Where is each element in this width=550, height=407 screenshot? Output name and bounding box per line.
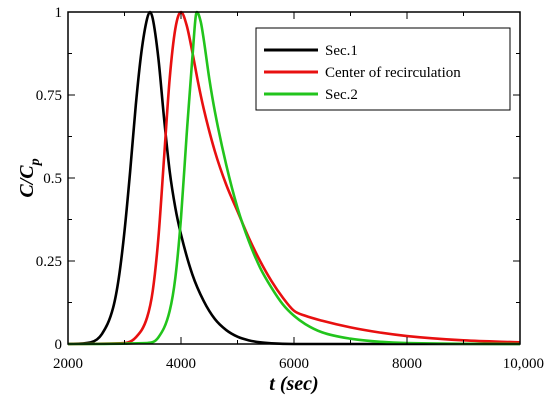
x-tick-label: 4000 xyxy=(166,356,196,372)
x-tick-label: 10,000 xyxy=(503,356,544,372)
series-line-center-of-recirculation xyxy=(67,10,521,346)
series-layer xyxy=(67,10,521,346)
legend-label-sec2: Sec.2 xyxy=(325,87,358,103)
legend: Sec.1 Center of recirculation Sec.2 xyxy=(255,27,511,111)
y-tick-label: 0.5 xyxy=(43,171,62,187)
x-axis-title: t (sec) xyxy=(269,373,318,395)
y-tick-label: 1 xyxy=(55,5,63,21)
legend-box xyxy=(255,27,511,111)
series-line-sec2 xyxy=(67,10,521,346)
x-tick-label: 8000 xyxy=(392,356,422,372)
y-tick-label: 0 xyxy=(55,337,63,353)
y-tick-label: 0.75 xyxy=(36,88,62,104)
legend-label-sec1: Sec.1 xyxy=(325,43,358,59)
y-tick-label: 0.25 xyxy=(36,254,62,270)
y-axis-title-subscript: p xyxy=(28,158,43,166)
x-tick-label: 2000 xyxy=(53,356,83,372)
legend-label-center-of-recirculation: Center of recirculation xyxy=(325,65,461,81)
x-tick-label: 6000 xyxy=(279,356,309,372)
y-axis-title: C/Cp xyxy=(16,158,43,197)
y-axis-title-main: C/C xyxy=(16,165,38,198)
ticks-layer: 2000 4000 6000 8000 10,000 0 0.25 0.5 0.75 1 xyxy=(36,5,544,372)
